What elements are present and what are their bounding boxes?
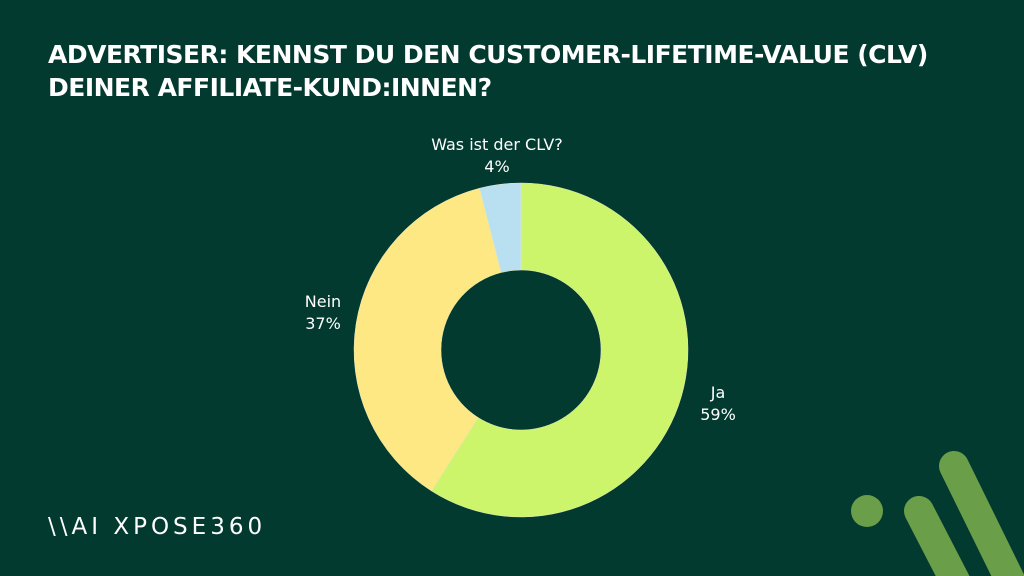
chart-title: ADVERTISER: KENNST DU DEN CUSTOMER-LIFET…	[48, 40, 928, 102]
decor-dot	[851, 495, 883, 527]
decor-bar-short	[904, 496, 970, 576]
slice-value: 59%	[700, 405, 736, 424]
slice-ja	[431, 182, 689, 518]
slice-nein	[353, 187, 502, 492]
decor-bar-long	[939, 451, 1024, 576]
slice-was-ist-der-clv	[479, 182, 522, 273]
decoration	[851, 451, 1024, 576]
slice-label: Ja	[710, 383, 726, 402]
slice-label: Was ist der CLV?	[431, 135, 563, 154]
slice-label: Nein	[305, 292, 341, 311]
brand-logo: \\AI XPOSE360	[48, 514, 267, 540]
slice-value: 37%	[305, 314, 341, 333]
slice-value: 4%	[484, 157, 509, 176]
